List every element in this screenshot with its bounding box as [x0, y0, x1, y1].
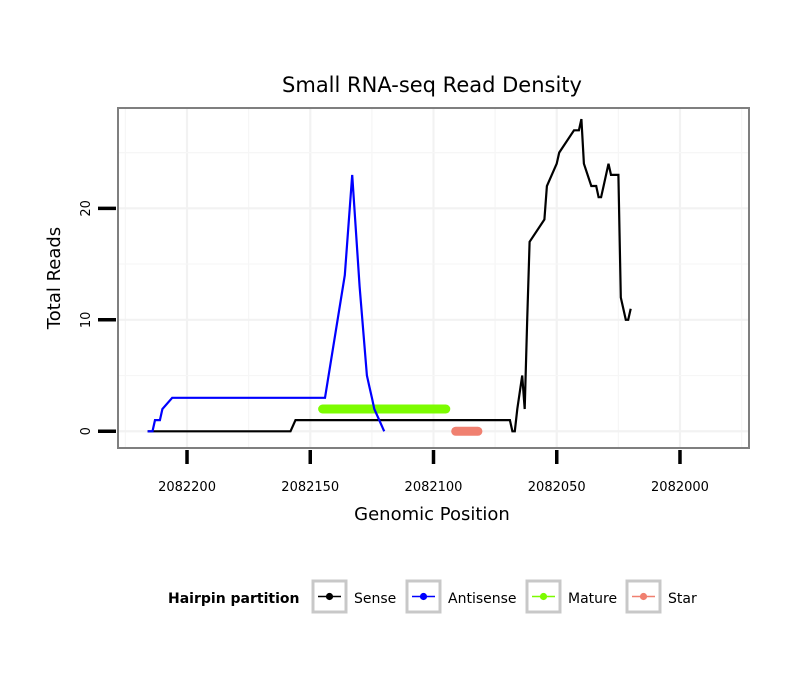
- y-tick-label: 10: [79, 312, 94, 329]
- y-tick-label: 20: [79, 200, 94, 217]
- legend-label-antisense: Antisense: [448, 591, 517, 607]
- legend-label-sense: Sense: [354, 591, 396, 607]
- legend: Hairpin partition Sense Antisense Mature St…: [168, 579, 697, 614]
- legend-point-mature: [539, 592, 548, 601]
- y-tick-label: 0: [79, 427, 94, 435]
- x-tick-label: 2082050: [528, 480, 586, 495]
- x-tick-label: 2082100: [405, 480, 463, 495]
- legend-label-mature: Mature: [568, 591, 617, 607]
- x-tick-label: 2082000: [651, 480, 709, 495]
- legend-title: Hairpin partition: [168, 591, 299, 607]
- legend-point-sense: [325, 592, 334, 601]
- x-axis: 2082200 2082150 2082100 2082050 2082000: [158, 450, 709, 495]
- x-tick-label: 2082200: [158, 480, 216, 495]
- series-antisense: [147, 174, 386, 433]
- series-sense: [147, 118, 632, 433]
- x-tick-label: 2082150: [281, 480, 339, 495]
- legend-point-antisense: [419, 592, 428, 601]
- grid: [119, 109, 748, 447]
- x-axis-title: Genomic Position: [354, 504, 510, 525]
- legend-point-star: [639, 592, 648, 601]
- y-axis: 0 10 20: [79, 200, 116, 435]
- y-axis-title: Total Reads: [44, 227, 65, 330]
- legend-label-star: Star: [668, 591, 697, 607]
- series-layer: [147, 118, 632, 436]
- chart-title: Small RNA-seq Read Density: [282, 73, 582, 97]
